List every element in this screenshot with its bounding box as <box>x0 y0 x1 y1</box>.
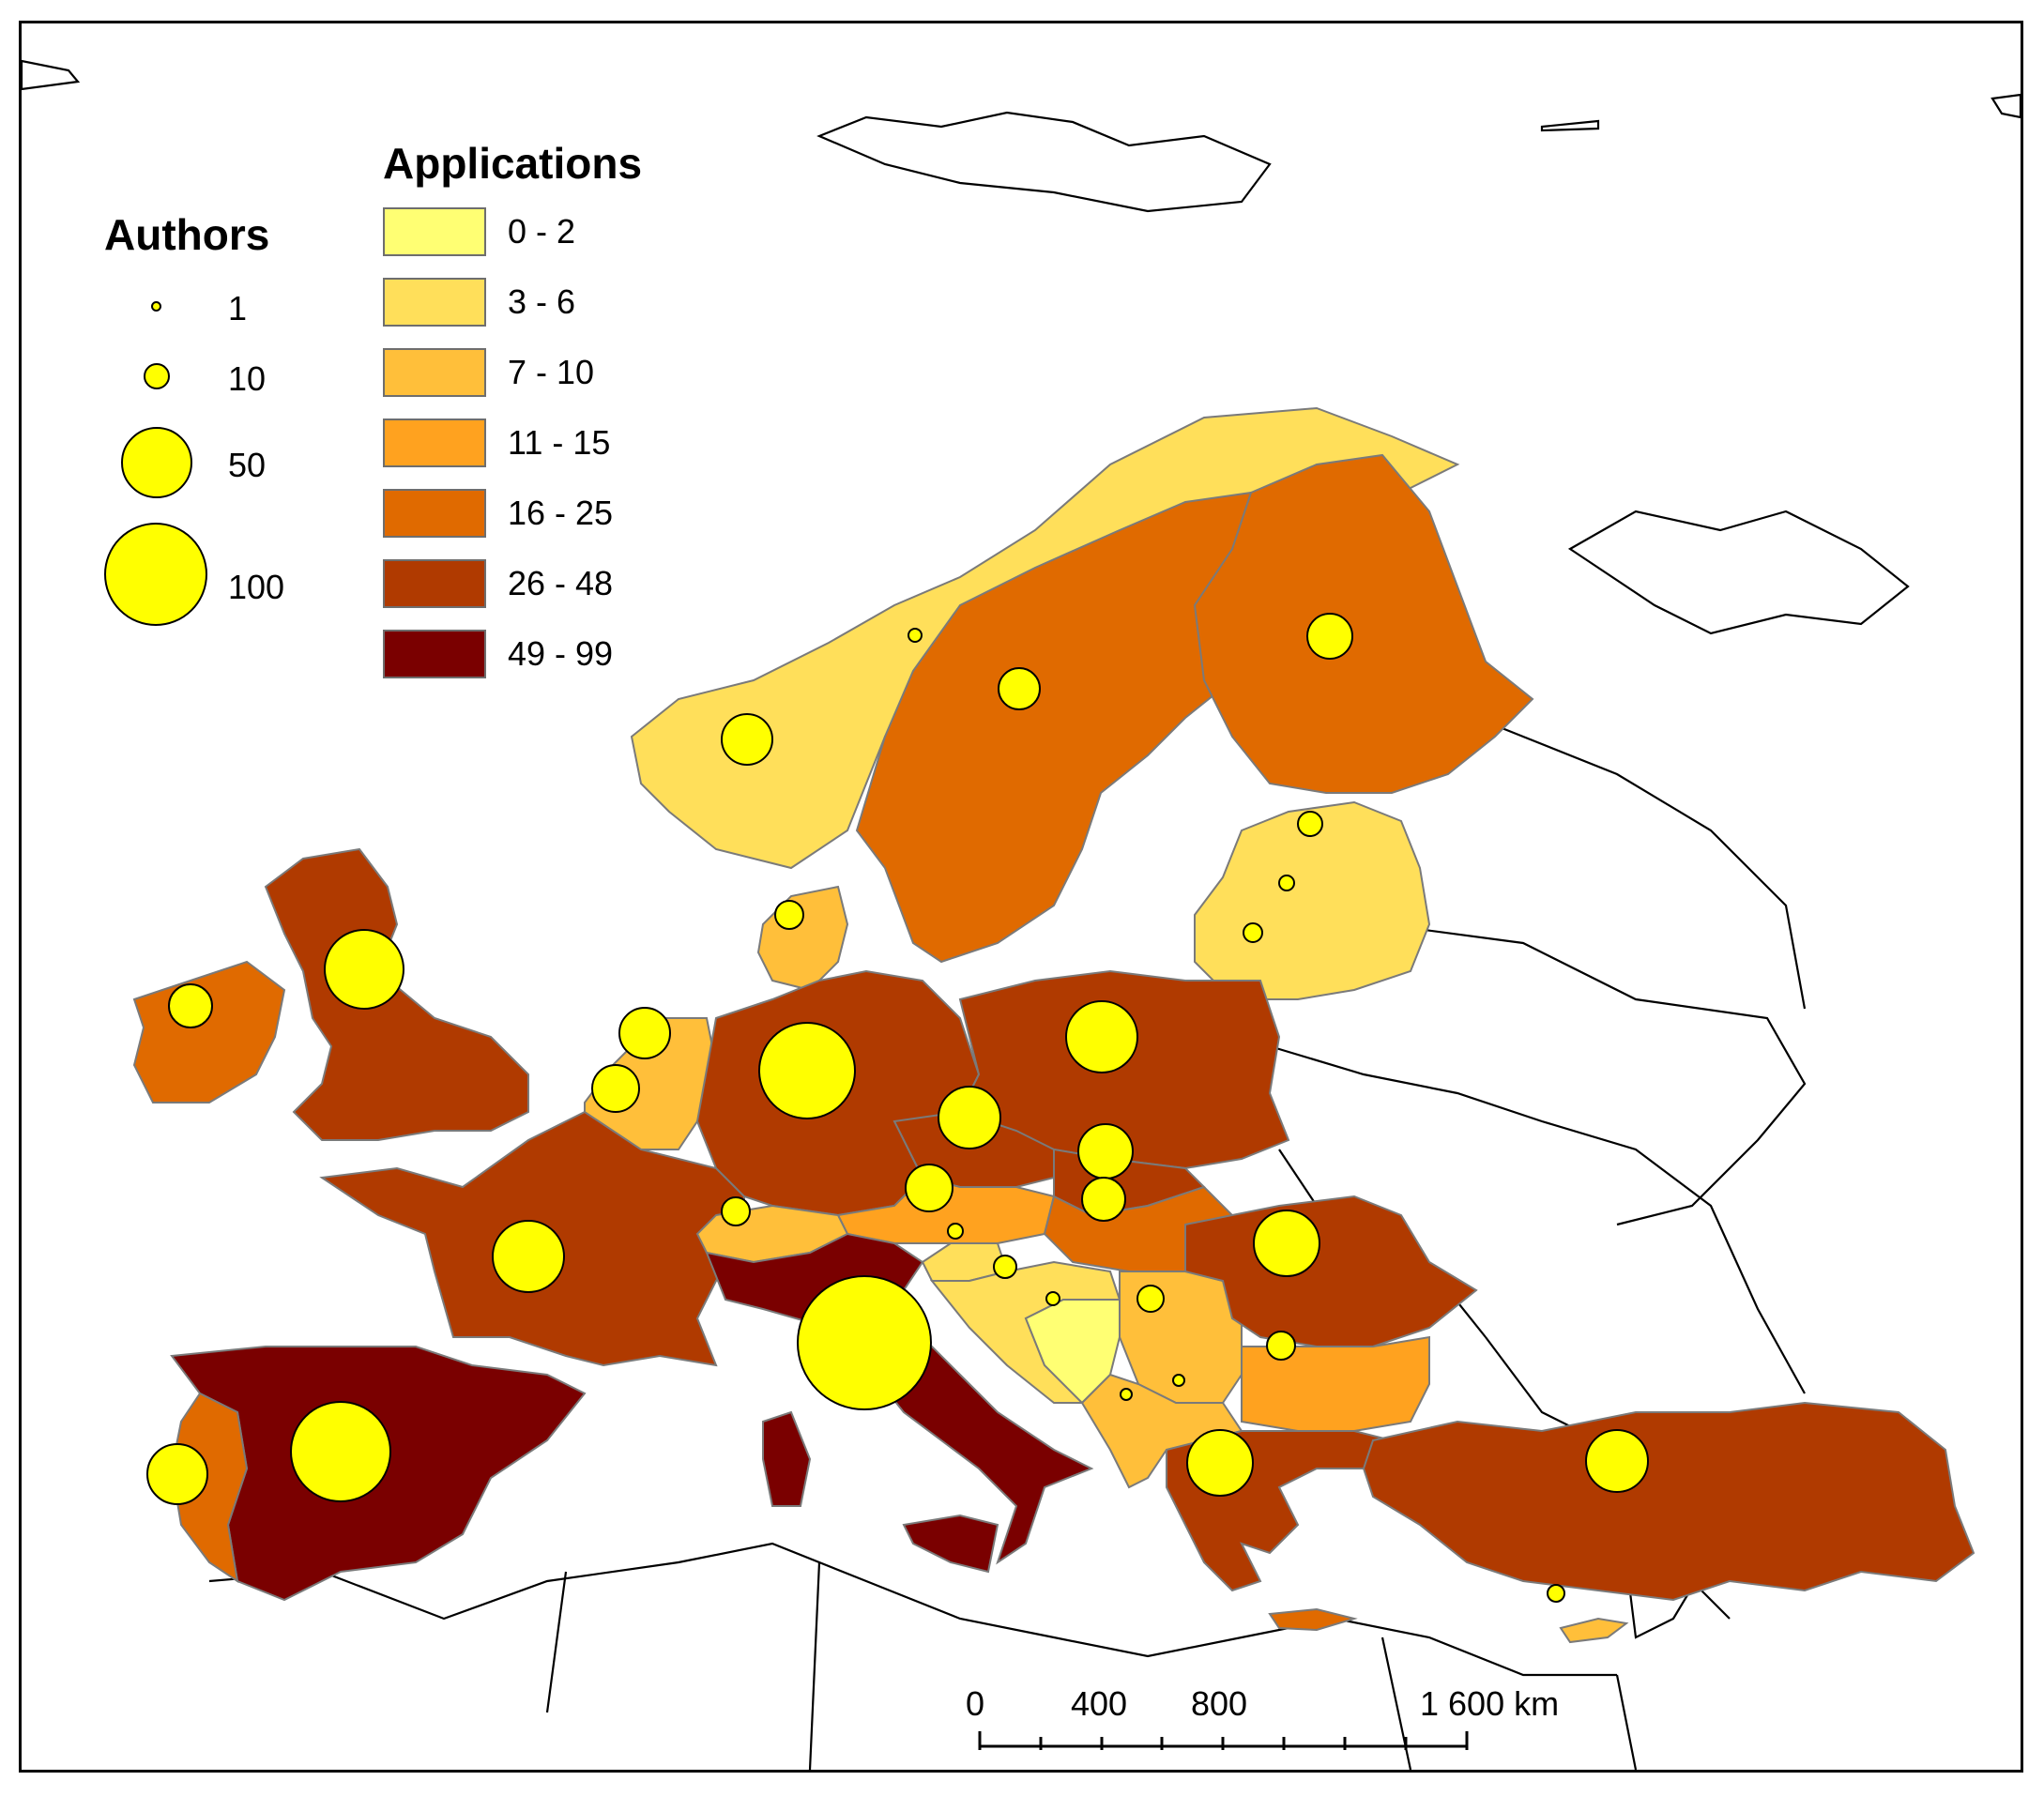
applications-label-2: 7 - 10 <box>508 353 595 391</box>
authors-legend-title: Authors <box>104 210 270 259</box>
country-ireland[interactable] <box>132 960 286 1103</box>
bubble-latvia[interactable] <box>1278 875 1295 891</box>
applications-swatch-0 <box>383 207 486 256</box>
applications-label-1: 3 - 6 <box>508 282 576 321</box>
applications-label-0: 0 - 2 <box>508 212 576 251</box>
authors-legend-dot-50 <box>121 427 192 498</box>
scale-bar <box>978 1731 1469 1750</box>
bubble-italy[interactable] <box>797 1275 932 1410</box>
authors-legend-label-50: 50 <box>228 446 267 484</box>
scale-label-1600: 1 600 km <box>1420 1684 1560 1723</box>
applications-label-3: 11 - 15 <box>508 423 611 462</box>
bubble-sweden[interactable] <box>998 667 1041 710</box>
authors-legend-label-100: 100 <box>228 568 285 606</box>
applications-swatch-5 <box>383 559 486 608</box>
bubble-portugal[interactable] <box>146 1443 208 1505</box>
bubble-austria[interactable] <box>905 1164 953 1212</box>
bubble-france[interactable] <box>492 1220 565 1293</box>
applications-label-6: 49 - 99 <box>508 634 614 673</box>
applications-swatch-3 <box>383 419 486 467</box>
bubble-albania[interactable] <box>1120 1388 1133 1401</box>
bubble-uk[interactable] <box>324 929 404 1010</box>
country-italy-sicily[interactable] <box>902 1514 999 1574</box>
bubble-bulgaria[interactable] <box>1266 1331 1296 1361</box>
bubble-cyprus[interactable] <box>1547 1584 1565 1603</box>
country-finland[interactable] <box>1193 453 1534 794</box>
bubble-denmark[interactable] <box>774 900 804 930</box>
bubble-belgium[interactable] <box>591 1064 640 1113</box>
bubble-hungary[interactable] <box>1081 1177 1126 1222</box>
choropleth-countries <box>132 406 1975 1644</box>
authors-legend-dot-100 <box>104 523 207 626</box>
country-cyprus[interactable] <box>1559 1617 1629 1644</box>
bubble-switzerland[interactable] <box>721 1196 751 1226</box>
applications-legend-title: Applications <box>383 139 643 188</box>
bubble-serbia[interactable] <box>1136 1285 1165 1313</box>
bubble-finland[interactable] <box>1306 613 1353 660</box>
bubble-estonia[interactable] <box>1297 811 1323 837</box>
scale-label-0: 0 <box>966 1684 985 1723</box>
applications-label-4: 16 - 25 <box>508 494 614 532</box>
bubble-germany[interactable] <box>758 1022 856 1119</box>
country-sweden[interactable] <box>855 491 1272 964</box>
map-frame: Authors 1 10 50 100 Applications 0 - 2 3 … <box>19 21 2023 1773</box>
country-uk[interactable] <box>264 847 529 1141</box>
country-denmark[interactable] <box>756 885 849 992</box>
applications-label-5: 26 - 48 <box>508 564 614 602</box>
applications-swatch-1 <box>383 278 486 327</box>
bubble-poland[interactable] <box>1065 1000 1138 1073</box>
applications-swatch-2 <box>383 348 486 397</box>
bubble-slovenia[interactable] <box>947 1223 964 1240</box>
scale-label-800: 800 <box>1191 1684 1248 1723</box>
bubble-slovakia[interactable] <box>1077 1123 1134 1180</box>
authors-legend-label-10: 10 <box>228 359 267 398</box>
applications-swatch-4 <box>383 489 486 538</box>
bubble-greece[interactable] <box>1186 1429 1254 1497</box>
bubble-spain[interactable] <box>290 1401 391 1502</box>
country-bulgaria[interactable] <box>1241 1335 1430 1432</box>
map-canvas[interactable] <box>22 23 2021 1770</box>
bubble-czechia[interactable] <box>938 1086 1001 1149</box>
author-bubbles <box>146 613 1649 1603</box>
country-turkey[interactable] <box>1362 1401 1975 1602</box>
bubble-macedonia[interactable] <box>1172 1374 1185 1387</box>
authors-legend-label-1: 1 <box>228 289 248 327</box>
scale-label-400: 400 <box>1071 1684 1128 1723</box>
authors-legend-dot-10 <box>144 363 170 389</box>
bubble-norway[interactable] <box>721 713 773 766</box>
bubble-sweden-north[interactable] <box>908 628 923 643</box>
bubble-bosnia[interactable] <box>1045 1291 1060 1306</box>
applications-swatch-6 <box>383 630 486 678</box>
country-greece-crete[interactable] <box>1268 1607 1358 1632</box>
bubble-croatia[interactable] <box>993 1255 1017 1279</box>
bubble-turkey[interactable] <box>1585 1429 1649 1493</box>
country-italy-sardinia[interactable] <box>762 1410 812 1507</box>
bubble-netherlands[interactable] <box>618 1007 671 1059</box>
bubble-ireland[interactable] <box>168 983 213 1028</box>
bubble-romania[interactable] <box>1253 1210 1320 1277</box>
country-baltics[interactable] <box>1194 800 1431 1000</box>
authors-legend-dot-1 <box>151 301 161 312</box>
bubble-lithuania[interactable] <box>1243 922 1263 943</box>
country-bosnia[interactable] <box>1024 1299 1121 1405</box>
